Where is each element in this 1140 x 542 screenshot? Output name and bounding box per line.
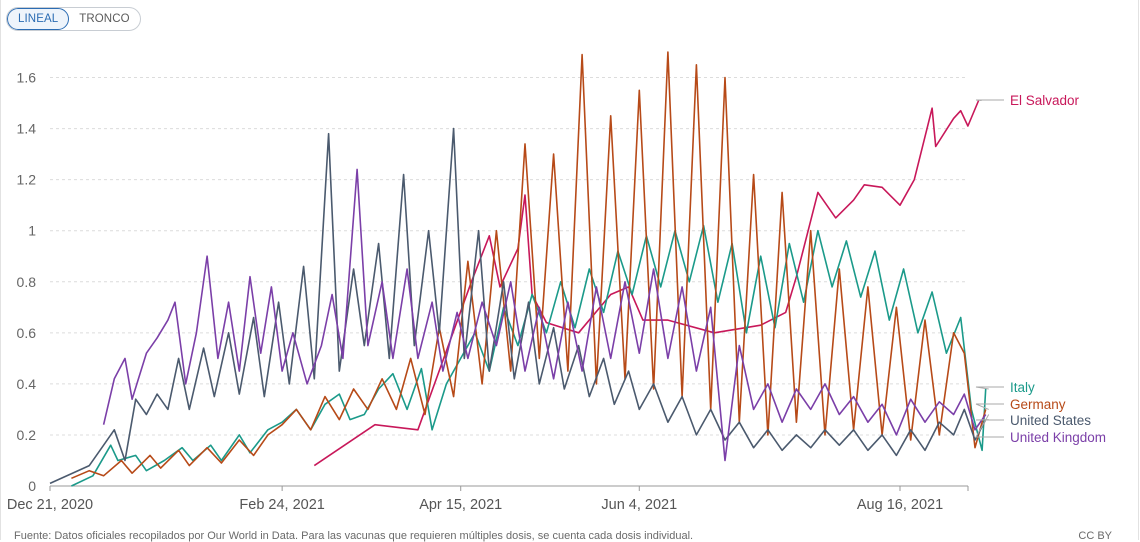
y-tick-label: 0.8 [17, 274, 37, 290]
legend-leader-line [976, 404, 1004, 409]
series-line-el-salvador [314, 101, 978, 466]
legend-label-united-kingdom: United Kingdom [1010, 430, 1106, 445]
x-tick-label: Apr 15, 2021 [419, 497, 502, 513]
legend-leader-line [976, 100, 1004, 101]
series-line-united-kingdom [104, 169, 986, 460]
x-tick-label: Feb 24, 2021 [239, 497, 324, 513]
license-link[interactable]: CC BY [1078, 530, 1112, 542]
y-tick-label: 1.4 [17, 121, 37, 137]
legend-label-el-salvador: El Salvador [1010, 93, 1080, 108]
legend-label-italy: Italy [1010, 380, 1035, 395]
legend-label-germany: Germany [1010, 397, 1066, 412]
legend-leader-line [976, 387, 1004, 389]
legend-label-united-states: United States [1010, 413, 1091, 428]
y-tick-label: 1.6 [17, 70, 37, 86]
x-tick-label: Dec 21, 2020 [7, 497, 93, 513]
source-note: Fuente: Datos oficiales recopilados por … [14, 530, 693, 542]
y-tick-label: 0.2 [17, 427, 37, 443]
y-tick-label: 1 [28, 223, 36, 239]
y-tick-label: 0.4 [17, 376, 37, 392]
line-chart: 0 0.2 0.4 0.6 0.8 1 1.2 1.4 1.6 Dec 21, 2020 Feb 2… [0, 0, 1140, 525]
y-tick-label: 1.2 [17, 172, 37, 188]
legend-leader-line [976, 415, 1004, 437]
x-tick-label: Jun 4, 2021 [601, 497, 677, 513]
series-line-united-states [50, 129, 986, 484]
y-tick-label: 0.6 [17, 325, 37, 341]
x-tick-label: Aug 16, 2021 [857, 497, 943, 513]
y-tick-label: 0 [28, 478, 36, 494]
